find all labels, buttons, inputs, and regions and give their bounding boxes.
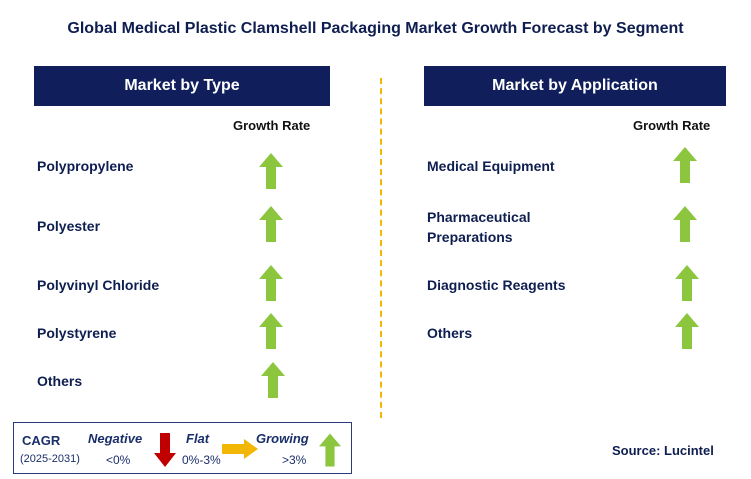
type-growth-rate-label: Growth Rate <box>233 118 311 133</box>
legend-negative-range: <0% <box>106 453 131 467</box>
right-arrow-icon <box>222 439 258 459</box>
type-item-polyester: Polyester <box>37 218 101 234</box>
legend-growing-range: >3% <box>282 453 307 467</box>
page-title: Global Medical Plastic Clamshell Packagi… <box>67 20 684 37</box>
up-arrow-icon <box>675 313 699 349</box>
legend-cagr-label: CAGR <box>22 433 61 448</box>
application-item-pharmaceutical-preparations: Pharmaceutical Preparations <box>427 209 531 245</box>
down-arrow-icon <box>154 433 176 467</box>
up-arrow-icon <box>259 153 283 189</box>
up-arrow-icon <box>319 433 341 467</box>
application-growth-rate-label: Growth Rate <box>633 118 711 133</box>
type-item-others: Others <box>37 373 83 389</box>
type-item-polystyrene: Polystyrene <box>37 325 117 341</box>
legend-flat-label: Flat <box>186 431 210 446</box>
up-arrow-icon <box>675 265 699 301</box>
legend-period: (2025-2031) <box>20 453 80 465</box>
type-panel-header: Market by Type <box>34 66 330 106</box>
legend-negative-label: Negative <box>88 431 143 446</box>
up-arrow-icon <box>673 206 697 242</box>
cagr-legend: CAGR (2025-2031) Negative <0% Flat 0%-3%… <box>13 422 352 474</box>
up-arrow-icon <box>259 313 283 349</box>
up-arrow-icon <box>261 362 285 398</box>
up-arrow-icon <box>259 265 283 301</box>
type-item-polypropylene: Polypropylene <box>37 158 134 174</box>
source-note: Source: Lucintel <box>612 443 714 458</box>
legend-flat-range: 0%-3% <box>182 453 221 467</box>
panel-divider <box>380 78 382 418</box>
up-arrow-icon <box>673 147 697 183</box>
application-item-medical-equipment: Medical Equipment <box>427 158 555 174</box>
type-item-polyvinyl-chloride: Polyvinyl Chloride <box>37 277 160 293</box>
legend-growing-label: Growing <box>256 431 309 446</box>
application-item-diagnostic-reagents: Diagnostic Reagents <box>427 277 566 293</box>
application-item-others: Others <box>427 325 473 341</box>
up-arrow-icon <box>259 206 283 242</box>
application-panel-header: Market by Application <box>424 66 726 106</box>
